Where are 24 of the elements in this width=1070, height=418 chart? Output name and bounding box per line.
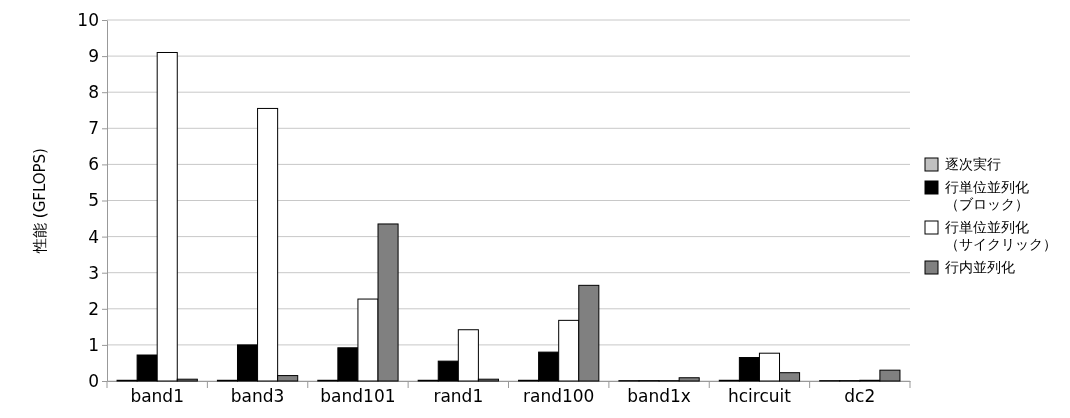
y-tick-label: 9 <box>88 46 99 67</box>
x-tick-label: band3 <box>230 385 285 406</box>
y-tick-label: 3 <box>88 262 99 283</box>
legend-label: 行単位並列化（ブロック） <box>945 179 1029 212</box>
y-tick-label: 5 <box>88 190 99 211</box>
x-tick-label: dc2 <box>844 385 876 406</box>
y-tick-label: 4 <box>88 226 99 247</box>
legend-label: 行単位並列化（サイクリック） <box>945 219 1057 252</box>
y-tick-label: 10 <box>77 9 99 30</box>
legend-label: 行内並列化 <box>945 259 1015 275</box>
y-tick-label: 1 <box>88 334 99 355</box>
x-tick-label: rand1 <box>433 385 484 406</box>
x-tick-label: band101 <box>320 385 396 406</box>
y-tick-label: 7 <box>88 118 99 139</box>
legend-label: 逐次実行 <box>945 156 1001 172</box>
x-tick-label: rand100 <box>522 385 595 406</box>
y-tick-label: 2 <box>88 298 99 319</box>
x-tick-label: hcircuit <box>727 385 792 406</box>
y-axis-title: 性能 (GFLOPS) <box>31 148 49 254</box>
y-tick-label: 6 <box>88 154 99 175</box>
x-tick-label: band1x <box>627 385 691 406</box>
y-tick-label: 8 <box>88 82 99 103</box>
y-tick-label: 0 <box>88 370 99 391</box>
x-tick-label: band1 <box>130 385 184 406</box>
